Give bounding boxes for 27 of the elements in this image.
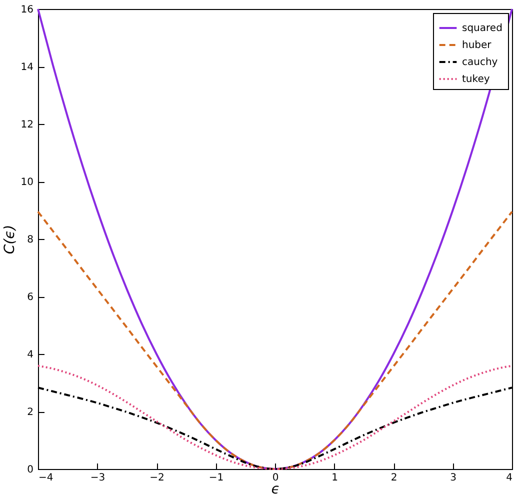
y-tick-label: 0 (27, 464, 34, 476)
x-tick-label: 0 (272, 472, 279, 484)
legend-label: squared (462, 23, 502, 34)
x-tick-label: −2 (150, 472, 164, 484)
y-tick-label: 8 (27, 234, 34, 246)
x-tick-label: −3 (90, 472, 106, 484)
y-tick-label: 12 (20, 120, 34, 130)
y-axis-title: C(ϵ) (2, 224, 18, 254)
y-tick-label: 10 (20, 177, 34, 188)
x-tick-label: 2 (390, 472, 398, 484)
y-tick-label: 14 (20, 62, 34, 73)
x-tick-label: −1 (208, 472, 224, 484)
x-tick-label: 3 (450, 472, 456, 484)
line-series (37, 364, 513, 470)
y-tick-label: 6 (27, 292, 34, 303)
legend-label: tukey (462, 74, 490, 85)
x-tick-label: −4 (38, 472, 54, 484)
y-tick-label: 4 (27, 350, 34, 360)
x-tick-label: 1 (332, 472, 338, 484)
y-tick-label: 16 (20, 4, 34, 16)
y-tick-label: 2 (27, 407, 34, 418)
x-tick-label: 4 (506, 472, 512, 484)
legend-label: huber (462, 40, 492, 51)
legend-label: cauchy (462, 57, 498, 68)
x-axis-title: ϵ (271, 482, 280, 498)
line-series (37, 210, 513, 470)
line-series (37, 8, 513, 470)
